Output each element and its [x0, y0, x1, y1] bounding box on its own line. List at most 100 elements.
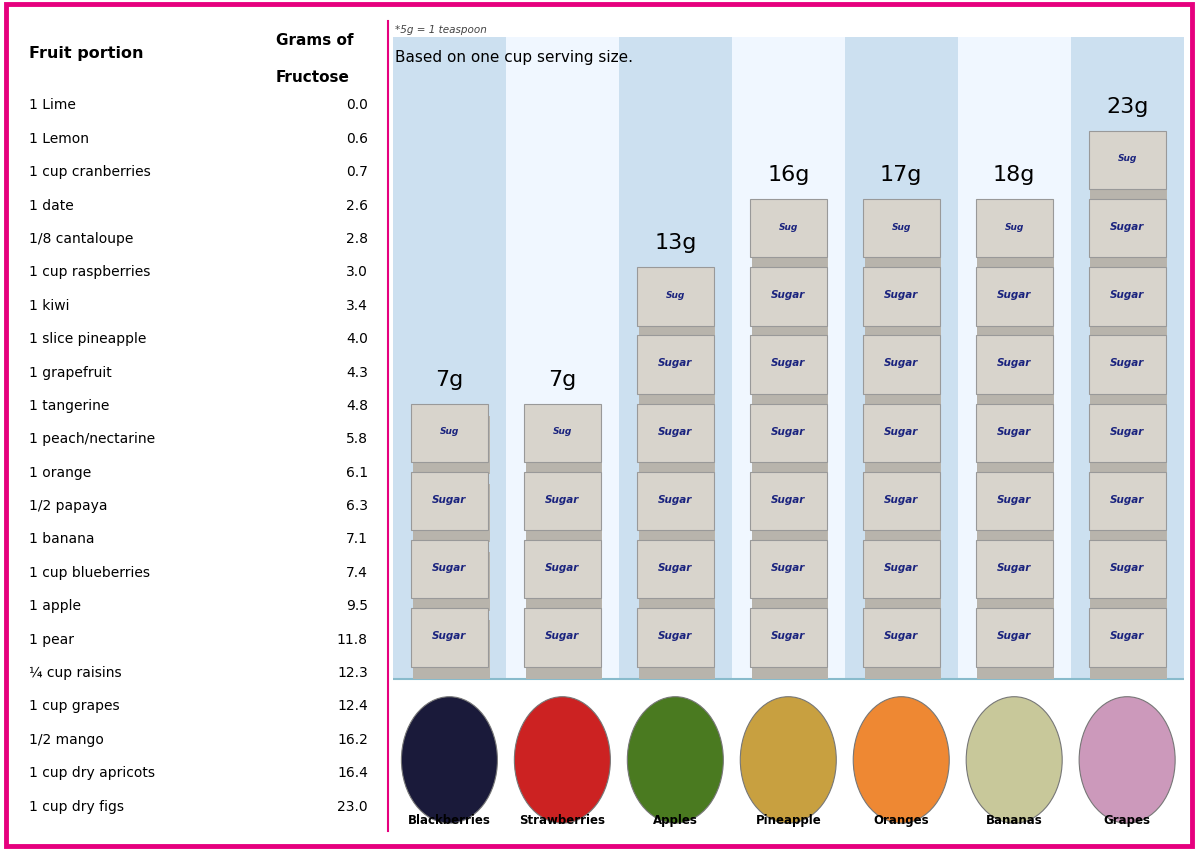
Bar: [978, 484, 1054, 542]
Bar: [526, 620, 603, 679]
Bar: [751, 484, 828, 542]
Text: 18g: 18g: [993, 165, 1035, 185]
Bar: [863, 608, 939, 666]
Bar: [639, 280, 715, 337]
Bar: [957, 37, 1071, 679]
Bar: [1090, 348, 1167, 406]
Text: Sugar: Sugar: [884, 359, 919, 368]
Bar: [1090, 280, 1167, 337]
Text: Sugar: Sugar: [545, 632, 580, 641]
Text: Sugar: Sugar: [1111, 427, 1144, 437]
Bar: [524, 540, 600, 598]
Text: Sugar: Sugar: [772, 427, 805, 437]
Text: Sugar: Sugar: [545, 563, 580, 573]
Bar: [750, 404, 827, 462]
Text: Sugar: Sugar: [1111, 290, 1144, 300]
Bar: [863, 472, 939, 530]
Bar: [637, 608, 714, 666]
Bar: [637, 336, 714, 394]
Text: 1 orange: 1 orange: [29, 466, 91, 479]
Ellipse shape: [514, 697, 610, 823]
Text: 4.0: 4.0: [346, 332, 368, 346]
Text: 1 cup dry apricots: 1 cup dry apricots: [29, 766, 155, 780]
Bar: [845, 37, 957, 679]
Text: Sug: Sug: [552, 428, 573, 436]
Bar: [865, 416, 942, 474]
Text: Sugar: Sugar: [658, 359, 692, 368]
Text: Sugar: Sugar: [772, 632, 805, 641]
Bar: [1089, 608, 1166, 666]
Bar: [1089, 404, 1166, 462]
Text: Sugar: Sugar: [997, 359, 1031, 368]
Text: Sugar: Sugar: [1111, 495, 1144, 505]
Text: Sug: Sug: [891, 223, 910, 231]
Text: Sugar: Sugar: [1111, 632, 1144, 641]
Text: 4.8: 4.8: [346, 399, 368, 413]
Bar: [1089, 540, 1166, 598]
Bar: [411, 608, 488, 666]
Text: Sugar: Sugar: [997, 290, 1031, 300]
Text: 0.0: 0.0: [346, 99, 368, 112]
Text: Grams of: Grams of: [276, 33, 353, 48]
Text: Sugar: Sugar: [1111, 359, 1144, 368]
Bar: [411, 472, 488, 530]
Bar: [978, 552, 1054, 610]
Text: Sugar: Sugar: [658, 427, 692, 437]
Bar: [863, 404, 939, 462]
Bar: [1071, 37, 1184, 679]
Text: Strawberries: Strawberries: [520, 813, 605, 826]
Text: 1/8 cantaloupe: 1/8 cantaloupe: [29, 232, 133, 246]
Text: 1/2 papaya: 1/2 papaya: [29, 499, 107, 513]
Text: Sugar: Sugar: [658, 563, 692, 573]
Text: Based on one cup serving size.: Based on one cup serving size.: [395, 49, 634, 65]
Text: 1 peach/nectarine: 1 peach/nectarine: [29, 433, 155, 446]
Bar: [976, 267, 1053, 326]
Text: Sugar: Sugar: [545, 495, 580, 505]
Text: Sugar: Sugar: [884, 427, 919, 437]
Bar: [1089, 199, 1166, 258]
Bar: [526, 416, 603, 474]
Text: 23g: 23g: [1106, 97, 1149, 117]
Text: 0.6: 0.6: [346, 132, 368, 145]
Text: Apples: Apples: [653, 813, 697, 826]
Text: Fructose: Fructose: [276, 70, 350, 85]
Text: Sugar: Sugar: [884, 563, 919, 573]
Text: Sug: Sug: [666, 291, 685, 300]
Bar: [976, 199, 1053, 258]
Ellipse shape: [740, 697, 836, 823]
Text: Sugar: Sugar: [658, 632, 692, 641]
Bar: [1090, 484, 1167, 542]
Text: ¼ cup raisins: ¼ cup raisins: [29, 666, 121, 680]
Bar: [750, 472, 827, 530]
Bar: [863, 336, 939, 394]
Bar: [863, 267, 939, 326]
Bar: [619, 37, 732, 679]
Text: Sugar: Sugar: [658, 495, 692, 505]
Bar: [751, 280, 828, 337]
Text: 6.1: 6.1: [346, 466, 368, 479]
Text: Sug: Sug: [440, 428, 459, 436]
Bar: [411, 540, 488, 598]
Bar: [976, 472, 1053, 530]
Bar: [750, 608, 827, 666]
Bar: [1089, 267, 1166, 326]
Text: Grapes: Grapes: [1103, 813, 1150, 826]
Bar: [978, 280, 1054, 337]
Text: 6.3: 6.3: [346, 499, 368, 513]
Bar: [1090, 416, 1167, 474]
Bar: [506, 37, 619, 679]
Bar: [1089, 131, 1166, 190]
Text: 23.0: 23.0: [338, 800, 368, 813]
Bar: [978, 211, 1054, 269]
Bar: [865, 280, 942, 337]
Bar: [526, 484, 603, 542]
Text: Sugar: Sugar: [1111, 563, 1144, 573]
Bar: [751, 552, 828, 610]
Bar: [865, 552, 942, 610]
Text: Sugar: Sugar: [772, 495, 805, 505]
Text: Sugar: Sugar: [772, 563, 805, 573]
Bar: [750, 199, 827, 258]
Bar: [393, 37, 506, 679]
Text: 1 cup blueberries: 1 cup blueberries: [29, 566, 150, 580]
Bar: [751, 416, 828, 474]
